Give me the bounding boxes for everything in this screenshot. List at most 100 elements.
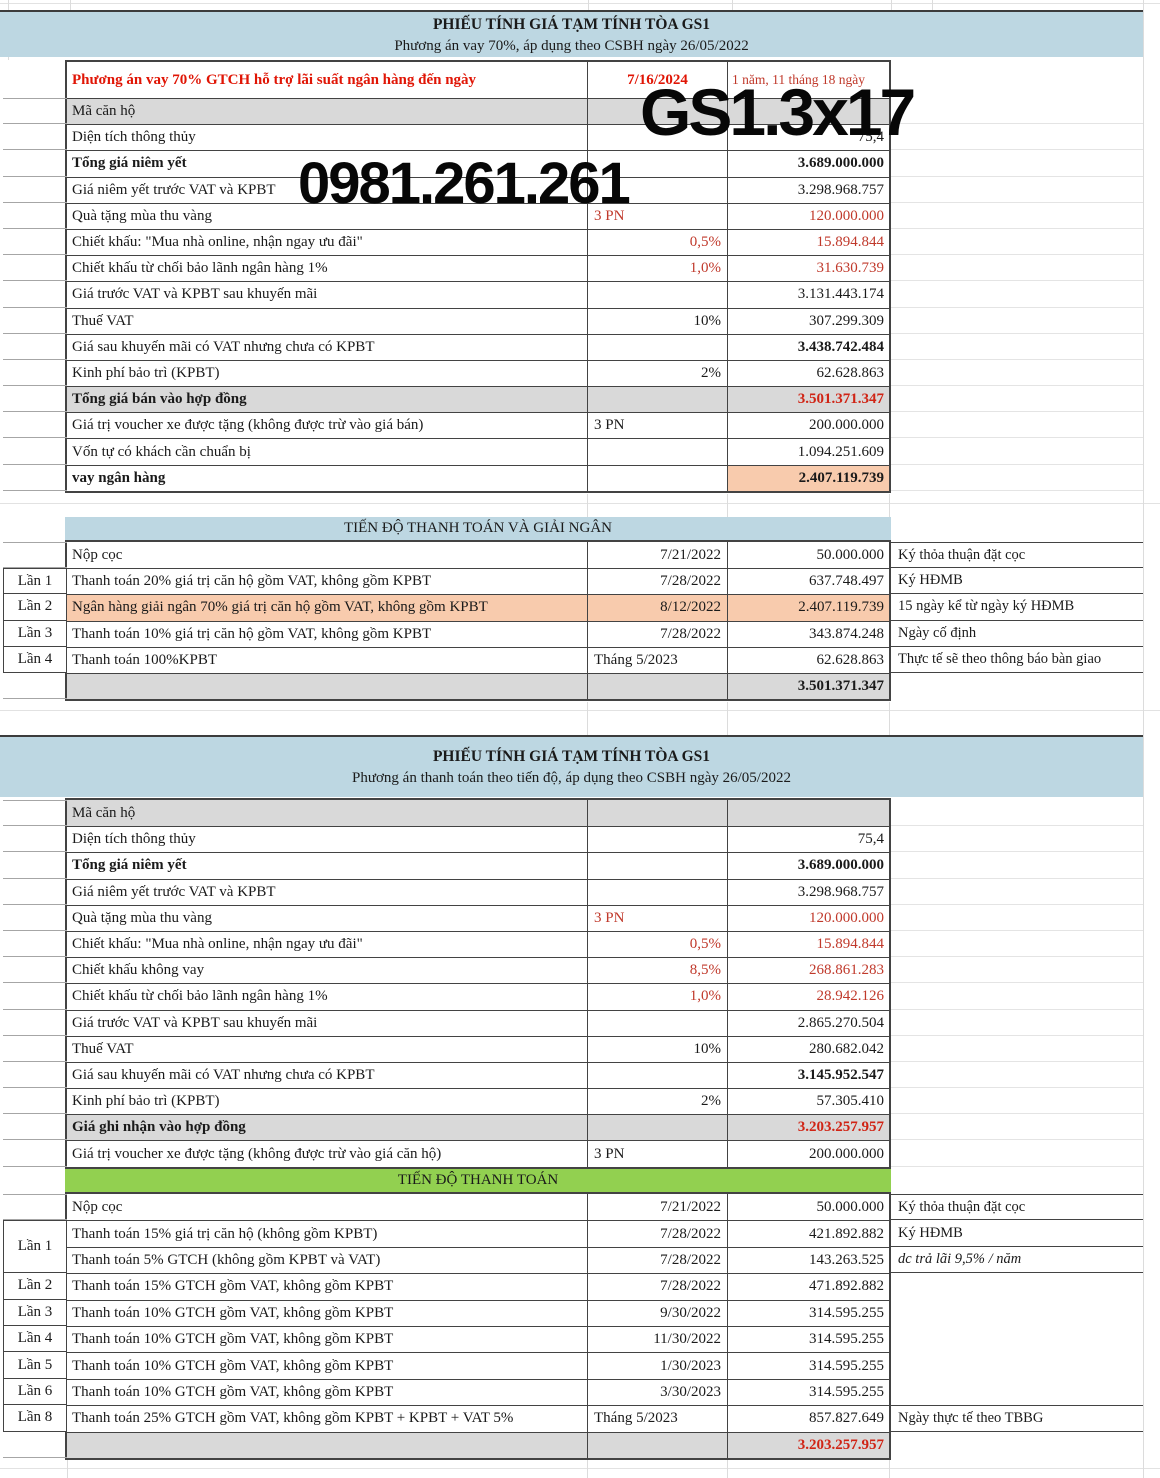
cell-date: 3/30/2023 [587,1379,727,1406]
grid-cell [891,281,1143,308]
cell-label: Giá niêm yết trước VAT và KPBT [72,883,276,900]
stage-label: Lần 8 [3,1405,67,1432]
background-gridline [889,494,890,517]
cell-date: 8/12/2022 [587,595,727,621]
grid-cell [3,465,67,491]
grid-cell [3,1010,67,1036]
stage-label: Lần 2 [3,594,67,621]
table-row: Giá niêm yết trước VAT và KPBT 3.298.968.… [67,176,889,203]
cell-value: 3.689.000.000 [727,151,889,177]
cell-mid: 10% [587,1036,727,1062]
background-gridline [889,1460,890,1478]
table-row: Thanh toán 100%KPBT Tháng 5/2023 62.628.86… [67,646,889,673]
table-row: Mã căn hộ [67,98,889,125]
notes-column-1: Ký thỏa thuận đặt cọc Ký HĐMB 15 ngày kể t… [891,542,1143,699]
cell-mid [587,177,727,203]
background-gridline [587,494,588,517]
cell-value: 62.628.863 [727,647,889,673]
schedule-table-1: Nộp cọc 7/21/2022 50.000.000 Thanh toán 20%… [65,540,891,702]
margin-grid-cell [3,673,67,700]
right-margin-grid-1 [891,98,1143,491]
grid-cell [3,905,67,931]
grid-cell [891,800,1143,827]
cell-label: Tổng giá niêm yết [72,857,187,874]
grid-cell [891,229,1143,256]
grid-cell [3,308,67,334]
cell-value: 1.094.251.609 [727,439,889,465]
cell-value: 50.000.000 [727,1194,889,1221]
left-margin-grid-2 [3,800,67,1167]
grid-cell [891,465,1143,491]
table-row: Vốn tự có khách cần chuẩn bị 1.094.251.60… [67,438,889,465]
cell-label: Chiết khấu từ chối bảo lãnh ngân hàng 1% [72,988,328,1005]
cell-value: 421.892.882 [727,1221,889,1247]
cell-mid: 10% [587,308,727,334]
grid-cell [891,308,1143,334]
cell-value: 200.000.000 [727,413,889,439]
sheet2-subtitle: Phương án thanh toán theo tiến độ, áp dụ… [352,770,791,786]
note-cell: Thực tế sẽ theo thông báo bàn giao [891,646,1143,673]
cell-mid: 8,5% [587,958,727,984]
cell-value: 3.689.000.000 [727,853,889,879]
cell-label: Ngân hàng giải ngân 70% giá trị căn hộ g… [72,599,488,616]
stage-label: Lần 6 [3,1378,67,1406]
cell-label [67,1433,587,1458]
background-gridline [67,1460,68,1478]
note-cell: 15 ngày kể từ ngày ký HĐMB [891,594,1143,621]
cell-label: Mã căn hộ [72,804,136,821]
cell-label: Tổng giá bán vào hợp đồng [72,391,247,408]
cell-date [587,673,727,700]
loan-header-label: Phương án vay 70% GTCH hỗ trợ lãi suất n… [72,71,477,88]
table-row: Thanh toán 20% giá trị căn hộ gồm VAT, k… [67,568,889,595]
cell-value: 15.894.844 [727,931,889,958]
background-gridline [587,1460,588,1478]
right-margin-grid-2 [891,800,1143,1167]
cell-value: 3.298.968.757 [727,879,889,905]
sheet2-title-band: PHIẾU TÍNH GIÁ TẠM TÍNH TÒA GS1 Phương á… [0,735,1143,797]
cell-date: 7/28/2022 [587,1247,727,1274]
cell-value: 314.595.255 [727,1379,889,1406]
table-row: Nộp cọc 7/21/2022 50.000.000 [67,542,889,569]
cell-value: 62.628.863 [727,360,889,387]
table-row: Giá trị voucher xe được tặng (không được… [67,412,889,439]
cell-mid [587,879,727,905]
note-cell: Ký HĐMB [891,568,1143,595]
table-row: Tổng giá niêm yết 3.689.000.000 [67,852,889,879]
cell-value: 75,4 [727,827,889,853]
table-row: Thanh toán 10% GTCH gồm VAT, không gồm K… [67,1325,889,1353]
cell-value: 3.203.257.957 [727,1115,889,1141]
cell-date: 7/21/2022 [587,1194,727,1221]
cell-label: Thuế VAT [72,1040,134,1057]
cell-value: 75,4 [727,125,889,151]
price-table-1: Phương án vay 70% GTCH hỗ trợ lãi suất n… [65,60,891,493]
table-row: Chiết khấu: "Mua nhà online, nhận ngay ư… [67,228,889,256]
table-row: Chiết khấu từ chối bảo lãnh ngân hàng 1%… [67,255,889,282]
grid-cell [3,1140,67,1167]
grid-cell [3,177,67,203]
cell-mid [587,282,727,308]
note-empty-cell [891,1432,1143,1458]
table-row: Giá sau khuyến mãi có VAT nhưng chưa có … [67,333,889,360]
stage-label: Lần 1 [3,1220,67,1274]
table-row: Giá trị voucher xe được tặng (không được… [67,1140,889,1167]
grid-cell [891,386,1143,413]
cell-mid [587,439,727,465]
cell-label: Thanh toán 100%KPBT [72,651,217,668]
stage-label: Lần 2 [3,1273,67,1300]
table-row: Giá trước VAT và KPBT sau khuyến mãi 2.86… [67,1009,889,1036]
grid-cell [891,203,1143,229]
cell-label: Quà tặng mùa thu vàng [72,909,212,926]
cell-value: 2.865.270.504 [727,1010,889,1036]
cell-mid [587,853,727,879]
cell-label: Giá trị voucher xe được tặng (không được… [72,1145,442,1162]
cell-value: 3.145.952.547 [727,1062,889,1089]
stage-label: Lần 5 [3,1352,67,1379]
cell-label: Giá trước VAT và KPBT sau khuyến mãi [72,286,318,303]
stage-label: Lần 4 [3,646,67,673]
cell-mid: 1,0% [587,984,727,1010]
stage-label: Lần 1 [3,568,67,595]
background-gridline [588,0,589,10]
cell-label: Nộp cọc [72,546,123,563]
sheet1-title: PHIẾU TÍNH GIÁ TẠM TÍNH TÒA GS1 [432,16,711,33]
